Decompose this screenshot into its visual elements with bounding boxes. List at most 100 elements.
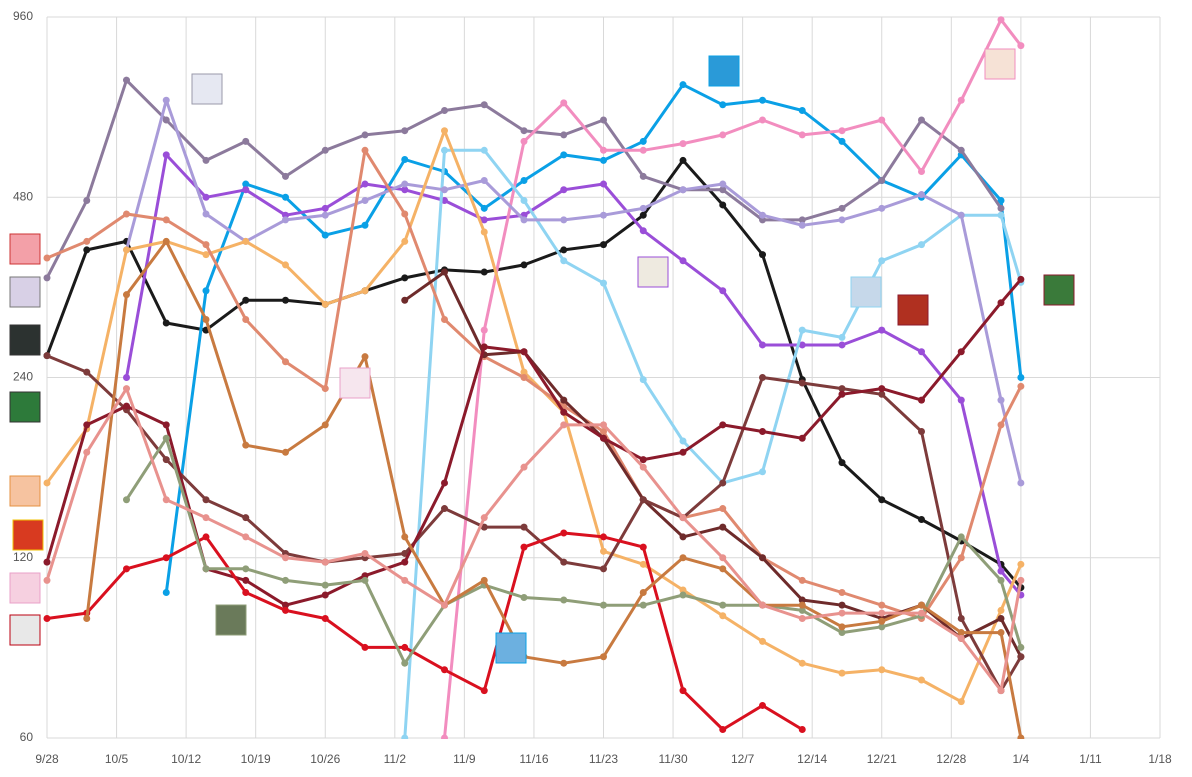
data-point bbox=[1017, 479, 1025, 487]
data-point bbox=[1017, 643, 1025, 651]
data-point bbox=[401, 659, 409, 667]
data-point bbox=[798, 221, 806, 229]
data-point bbox=[480, 101, 488, 109]
data-point bbox=[441, 107, 448, 115]
data-point bbox=[162, 421, 170, 429]
data-point bbox=[918, 167, 925, 175]
thumbnail bbox=[9, 475, 41, 507]
data-point bbox=[361, 221, 369, 229]
data-point bbox=[162, 434, 170, 442]
data-point bbox=[480, 176, 488, 184]
thumbnail bbox=[495, 632, 527, 664]
data-point bbox=[441, 146, 448, 154]
data-point bbox=[242, 237, 250, 245]
data-point bbox=[918, 601, 925, 609]
data-point bbox=[202, 565, 210, 573]
data-point bbox=[480, 514, 488, 522]
data-point bbox=[838, 333, 846, 341]
data-point bbox=[798, 659, 806, 667]
data-point bbox=[401, 558, 409, 566]
data-point bbox=[441, 505, 448, 513]
data-point bbox=[918, 241, 925, 249]
data-point bbox=[878, 390, 886, 398]
data-point bbox=[361, 549, 369, 557]
data-point bbox=[321, 146, 329, 154]
data-point bbox=[401, 296, 409, 304]
y-tick-label: 120 bbox=[13, 550, 33, 564]
data-point bbox=[679, 554, 687, 562]
data-point bbox=[600, 421, 607, 429]
data-point bbox=[520, 374, 528, 381]
series-line bbox=[45, 278, 1023, 607]
data-point bbox=[878, 326, 886, 334]
data-point bbox=[123, 291, 130, 299]
data-point bbox=[321, 211, 329, 219]
data-point bbox=[679, 591, 687, 599]
data-point bbox=[202, 533, 210, 541]
data-point bbox=[282, 358, 289, 366]
data-point bbox=[83, 421, 91, 429]
data-point bbox=[639, 227, 647, 235]
data-point bbox=[361, 353, 369, 361]
data-point bbox=[719, 612, 727, 620]
data-point bbox=[361, 131, 369, 139]
y-tick-label: 480 bbox=[13, 189, 33, 203]
data-point bbox=[798, 107, 806, 115]
data-point bbox=[361, 643, 369, 651]
data-point bbox=[520, 216, 528, 224]
data-point bbox=[639, 376, 647, 384]
data-point bbox=[441, 734, 448, 739]
data-point bbox=[1017, 576, 1025, 584]
x-tick-label: 9/28 bbox=[35, 752, 59, 766]
data-point bbox=[600, 180, 607, 188]
data-point bbox=[83, 615, 91, 623]
data-point bbox=[600, 116, 607, 124]
series-line bbox=[125, 98, 1023, 484]
data-point bbox=[361, 287, 369, 295]
data-point bbox=[798, 379, 806, 387]
data-point bbox=[600, 156, 607, 164]
data-point bbox=[957, 615, 965, 623]
thumbnail bbox=[191, 73, 223, 105]
data-point bbox=[480, 343, 488, 351]
data-point bbox=[43, 615, 51, 623]
data-point bbox=[242, 565, 250, 573]
data-point bbox=[838, 609, 846, 617]
data-point bbox=[282, 216, 289, 224]
data-point bbox=[878, 617, 886, 625]
data-point bbox=[242, 576, 250, 584]
data-point bbox=[838, 385, 846, 393]
data-point bbox=[679, 257, 687, 265]
data-point bbox=[759, 251, 766, 259]
data-point bbox=[600, 565, 607, 573]
data-point bbox=[242, 588, 250, 596]
data-point bbox=[162, 496, 170, 504]
data-point bbox=[123, 565, 130, 573]
x-tick-label: 10/12 bbox=[171, 752, 201, 766]
data-point bbox=[242, 137, 250, 145]
data-point bbox=[560, 558, 568, 566]
data-point bbox=[321, 615, 329, 623]
data-point bbox=[43, 479, 51, 487]
thumbnail bbox=[9, 324, 41, 356]
data-point bbox=[759, 554, 766, 562]
data-point bbox=[282, 606, 289, 614]
data-point bbox=[719, 554, 727, 562]
data-point bbox=[957, 96, 965, 104]
data-point bbox=[520, 593, 528, 601]
data-point bbox=[321, 231, 329, 239]
series-line bbox=[125, 153, 1023, 596]
data-point bbox=[83, 197, 91, 205]
data-point bbox=[321, 591, 329, 599]
data-point bbox=[1017, 653, 1025, 661]
data-point bbox=[639, 172, 647, 180]
data-point bbox=[480, 326, 488, 334]
data-point bbox=[798, 576, 806, 584]
data-point bbox=[282, 296, 289, 304]
data-point bbox=[123, 374, 130, 381]
data-point bbox=[202, 251, 210, 259]
data-point bbox=[43, 274, 51, 282]
data-point bbox=[798, 131, 806, 139]
data-point bbox=[600, 146, 607, 154]
data-point bbox=[560, 421, 568, 429]
